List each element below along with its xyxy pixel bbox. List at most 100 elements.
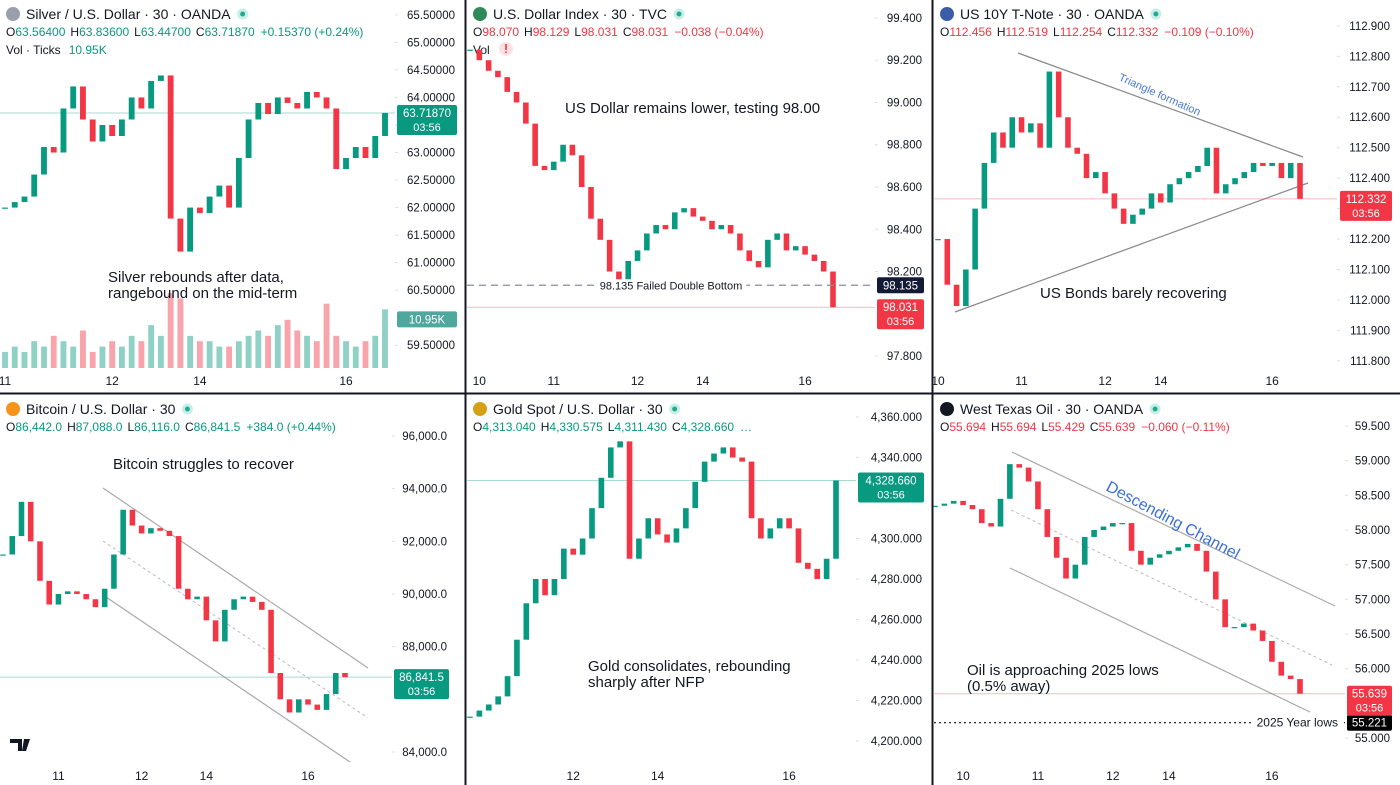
candle bbox=[513, 91, 520, 103]
candle bbox=[718, 225, 725, 230]
y-tick-label: 98.400 bbox=[887, 224, 922, 236]
chart-title: Gold Spot / U.S. Dollar · 30 bbox=[493, 401, 663, 417]
y-tick-label: 99.400 bbox=[887, 13, 922, 25]
price-tag bbox=[1347, 685, 1392, 716]
candle bbox=[372, 135, 379, 159]
y-tick-label: 99.000 bbox=[887, 97, 922, 109]
ohlc-key: C bbox=[185, 420, 194, 434]
candle bbox=[1147, 557, 1154, 565]
candle bbox=[296, 699, 302, 713]
volume-bar bbox=[235, 341, 242, 368]
candle bbox=[284, 97, 291, 103]
volume-bar bbox=[245, 335, 252, 368]
candle bbox=[1156, 554, 1163, 558]
candle bbox=[820, 260, 827, 272]
ohlc-value: 4,313.040 bbox=[482, 420, 536, 434]
candle bbox=[1287, 675, 1294, 680]
ohlc: O112.456 H112.519 L112.254 C112.332 −0.109 (… bbox=[940, 25, 1254, 39]
candle bbox=[2, 207, 8, 209]
candle bbox=[167, 75, 174, 219]
ohlc-value: 86,116.0 bbox=[134, 420, 180, 434]
volume-bar bbox=[41, 346, 47, 368]
x-tick-label: 11 bbox=[1015, 374, 1028, 388]
ohlc-value: 112.519 bbox=[1006, 25, 1049, 39]
y-tick-label: 92,000.0 bbox=[402, 536, 447, 548]
x-tick-label: 14 bbox=[1154, 374, 1168, 388]
candle bbox=[1213, 147, 1220, 194]
candle bbox=[953, 284, 960, 307]
candle bbox=[274, 97, 281, 114]
x-tick-label: 12 bbox=[105, 374, 119, 388]
candle bbox=[783, 233, 790, 251]
candle bbox=[830, 271, 836, 308]
symbol-icon bbox=[940, 7, 954, 21]
candle bbox=[212, 620, 219, 642]
y-tick-label: 112.800 bbox=[1349, 51, 1390, 63]
candle bbox=[988, 523, 994, 527]
candle bbox=[305, 699, 311, 705]
candle bbox=[504, 77, 511, 92]
x-tick-label: 11 bbox=[1032, 769, 1045, 783]
ohlc-key: H bbox=[67, 420, 76, 434]
candle bbox=[41, 147, 47, 175]
candle bbox=[1185, 172, 1192, 179]
ohlc-key: L bbox=[1053, 25, 1060, 39]
volume-bar bbox=[167, 293, 174, 368]
candle bbox=[523, 102, 529, 124]
chart-title: West Texas Oil · 30 · OANDA bbox=[960, 401, 1144, 417]
x-tick-label: 16 bbox=[1265, 769, 1279, 783]
ohlc-value: 4,311.430 bbox=[614, 420, 667, 434]
y-tick-label: 98.600 bbox=[887, 182, 922, 194]
volume-name: Vol · Ticks bbox=[6, 43, 61, 57]
status-dot bbox=[673, 8, 685, 20]
volume-bar bbox=[352, 346, 359, 368]
price-tag bbox=[397, 104, 457, 135]
y-tick-label: 61.50000 bbox=[407, 230, 455, 242]
volume-bar bbox=[157, 335, 164, 368]
candle bbox=[235, 158, 242, 208]
candle bbox=[206, 196, 213, 214]
price-tag-label: 55.639 bbox=[1352, 689, 1387, 701]
volume-bar bbox=[304, 335, 310, 368]
ohlc-value: 87,088.0 bbox=[76, 420, 123, 434]
candle bbox=[755, 260, 762, 268]
volume-tag-label: 10.95K bbox=[409, 314, 446, 326]
candle bbox=[597, 218, 604, 240]
candle bbox=[80, 86, 86, 120]
candle bbox=[1102, 172, 1108, 194]
candle bbox=[758, 518, 764, 539]
price-tag bbox=[394, 669, 449, 700]
candle bbox=[1167, 184, 1173, 203]
volume-bar bbox=[226, 346, 233, 368]
candle bbox=[1053, 536, 1060, 558]
candle bbox=[805, 562, 811, 569]
candle bbox=[120, 509, 126, 555]
candle bbox=[626, 441, 633, 559]
candle bbox=[101, 588, 108, 608]
candle bbox=[1091, 530, 1097, 537]
change: −0.060 (−0.11%) bbox=[1141, 420, 1230, 434]
ohlc-key: O bbox=[940, 420, 949, 434]
ohlc: O86,442.0 H87,088.0 L86,116.0 C86,841.5 +384… bbox=[6, 420, 336, 434]
drawings bbox=[10, 42, 1336, 763]
candle bbox=[1018, 117, 1025, 133]
ohlc-value: 112.332 bbox=[1116, 25, 1159, 39]
x-tick-label: 10 bbox=[473, 374, 487, 388]
countdown: 03:56 bbox=[1352, 208, 1380, 220]
candle bbox=[1110, 523, 1116, 527]
x-tick-label: 16 bbox=[1265, 374, 1279, 388]
candle bbox=[1119, 523, 1125, 525]
candle bbox=[1055, 71, 1062, 118]
candle bbox=[138, 525, 145, 534]
candle bbox=[699, 216, 706, 221]
candle bbox=[1259, 630, 1266, 641]
y-tick-label: 112.500 bbox=[1349, 143, 1390, 155]
panel: Bitcoin / U.S. Dollar · 30 O86,442.0 H87,0… bbox=[0, 401, 449, 783]
candle bbox=[746, 250, 753, 261]
y-tick-label: 64.00000 bbox=[407, 92, 455, 104]
candle bbox=[83, 593, 89, 600]
candle bbox=[1000, 132, 1006, 148]
volume-bar bbox=[11, 346, 18, 368]
candle bbox=[1074, 147, 1081, 154]
candle bbox=[550, 161, 557, 171]
